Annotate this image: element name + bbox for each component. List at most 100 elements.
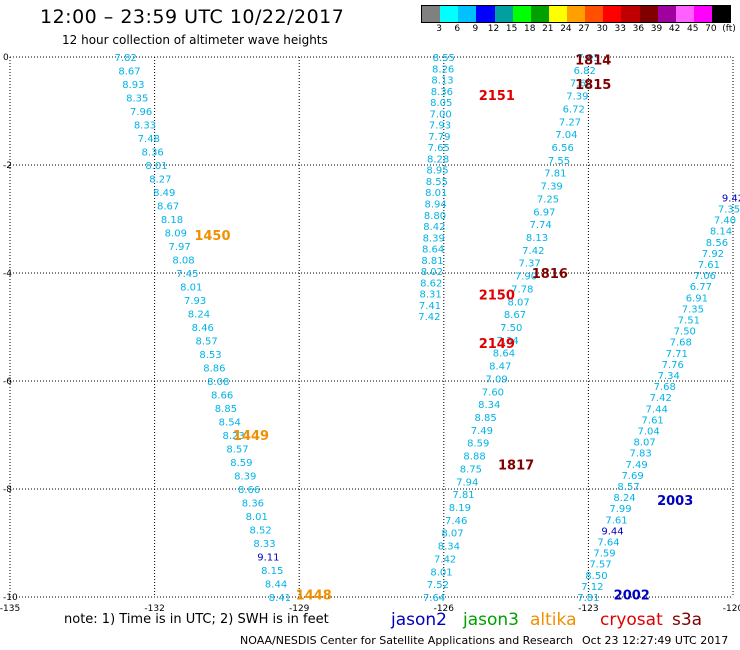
swh-value: 7.62 — [570, 79, 592, 90]
swh-value: 7.55 — [548, 156, 570, 167]
swh-value: 8.54 — [219, 418, 241, 429]
swh-value: 7.46 — [445, 516, 467, 527]
legend-swatch — [657, 6, 676, 22]
swh-value: 8.39 — [234, 472, 256, 483]
track-altika: 7.82 8.67 8.93 8.35 7.96 8.33 7.48 8.36 8.01 8.27… — [115, 53, 292, 604]
swh-value: 8.33 — [134, 121, 156, 132]
swh-value: 7.74 — [530, 220, 552, 231]
swh-value: 8.34 — [478, 400, 500, 411]
swh-value: 8.56 — [706, 238, 728, 249]
swh-value: 8.07 — [634, 438, 656, 449]
legend-s3a: s3a — [672, 610, 703, 630]
track-cryosat: 9.427.357.408.148.567.927.617.066.776.91… — [577, 193, 740, 604]
legend-swatch — [585, 6, 604, 22]
swh-value: 7.09 — [485, 374, 507, 385]
swh-value: 7.40 — [714, 216, 736, 227]
generated-timestamp: Oct 23 12:27:49 UTC 2017 — [582, 634, 729, 647]
swh-value: 7.81 — [452, 490, 474, 501]
legend-jason3: jason3 — [463, 610, 519, 630]
swh-value: 8.05 — [430, 98, 452, 109]
y-tick-label: -6 — [3, 377, 12, 387]
swh-value: 7.06 — [694, 271, 716, 282]
swh-value: 7.64 — [423, 593, 445, 604]
credit-line: NOAA/NESDIS Center for Satellite Applica… — [240, 634, 574, 647]
swh-value: 8.64 — [493, 349, 515, 360]
legend-swatch — [440, 6, 459, 22]
swh-value: 8.19 — [449, 503, 471, 514]
y-tick-label: -10 — [3, 593, 18, 603]
swh-value: 8.42 — [423, 222, 445, 233]
swh-value: 8.14 — [710, 227, 732, 238]
swh-value: 9.44 — [601, 526, 623, 537]
legend-label: 9 — [472, 24, 479, 34]
swh-value: 7.61 — [605, 515, 627, 526]
swh-value: 8.01 — [430, 567, 452, 578]
legend-swatch — [639, 6, 658, 22]
swh-value: 7.34 — [496, 336, 518, 347]
swh-value: 8.59 — [467, 439, 489, 450]
swh-value: 7.25 — [537, 194, 559, 205]
swh-value: 8.28 — [427, 154, 449, 165]
swh-value: 7.94 — [456, 477, 478, 488]
legend-swatch — [693, 6, 712, 22]
time-label: 2003 — [657, 494, 693, 509]
legend-label: 42 — [668, 24, 681, 34]
swh-value: 8.57 — [196, 337, 218, 348]
swh-value: 7.69 — [621, 471, 643, 482]
swh-value: 7.61 — [642, 415, 664, 426]
swh-value: 7.42 — [434, 554, 456, 565]
legend-label: 30 — [596, 24, 608, 34]
swh-value: 7.64 — [597, 538, 619, 549]
swh-value: 7.96 — [130, 107, 152, 118]
swh-value: 7.39 — [566, 92, 588, 103]
swh-value: 8.01 — [425, 188, 447, 199]
swh-value: 8.36 — [242, 499, 264, 510]
swh-value: 7.71 — [666, 349, 688, 360]
swh-value: 8.34 — [438, 542, 460, 553]
legend-label: 24 — [560, 24, 572, 34]
x-tick-label: -132 — [144, 604, 164, 614]
legend-swatch — [458, 6, 477, 22]
swh-value: 7.12 — [581, 582, 603, 593]
x-tick-label: -120 — [723, 604, 740, 614]
swh-value: 7.76 — [662, 360, 684, 371]
legend-label: 39 — [650, 24, 663, 34]
legend-cryosat: cryosat — [600, 610, 663, 630]
swh-value: 8.59 — [230, 458, 252, 469]
swh-value: 6.97 — [533, 207, 555, 218]
swh-value: 7.34 — [658, 371, 680, 382]
swh-value: 7.42 — [522, 246, 544, 257]
swh-value: 9.11 — [257, 553, 279, 564]
swh-value: 7.93 — [184, 296, 206, 307]
swh-value: 8.93 — [122, 80, 144, 91]
swh-value: 8.94 — [424, 200, 446, 211]
swh-value: 7.78 — [511, 284, 533, 295]
track-jason2: 8.558.268.138.368.057.007.937.797.658.28… — [418, 53, 455, 323]
swh-value: 8.07 — [507, 297, 529, 308]
time-labels: 1450 1449 1448 2151 2150 2149 1814 1815 1816 1817… — [194, 54, 693, 604]
legend-jason2: jason2 — [391, 610, 447, 630]
time-label: 1449 — [233, 429, 269, 444]
swh-value: 7.50 — [674, 327, 696, 338]
swh-value: 7.39 — [541, 182, 563, 193]
swh-value: 7.93 — [429, 121, 451, 132]
legend-swatch — [512, 6, 531, 22]
swh-value: 8.01 — [145, 161, 167, 172]
map-title: 12:00 – 23:59 UTC 10/22/2017 — [40, 6, 345, 28]
legend-label: (ft) — [722, 24, 736, 34]
swh-value: 8.35 — [126, 94, 148, 105]
swh-value: 7.57 — [589, 560, 611, 571]
swh-value: 8.55 — [426, 177, 448, 188]
swh-value: 8.08 — [172, 256, 194, 267]
swh-value: 6.91 — [686, 293, 708, 304]
swh-value: 8.07 — [441, 529, 463, 540]
swh-value: 8.08 — [207, 377, 229, 388]
swh-value: 7.48 — [138, 134, 160, 145]
swh-value: 7.42 — [418, 312, 440, 323]
swh-value: 8.52 — [250, 526, 272, 537]
x-tick-label: -123 — [578, 604, 598, 614]
swh-value: 7.81 — [577, 593, 599, 604]
swh-value: 7.04 — [555, 130, 577, 141]
swh-value: 7.83 — [629, 449, 651, 460]
